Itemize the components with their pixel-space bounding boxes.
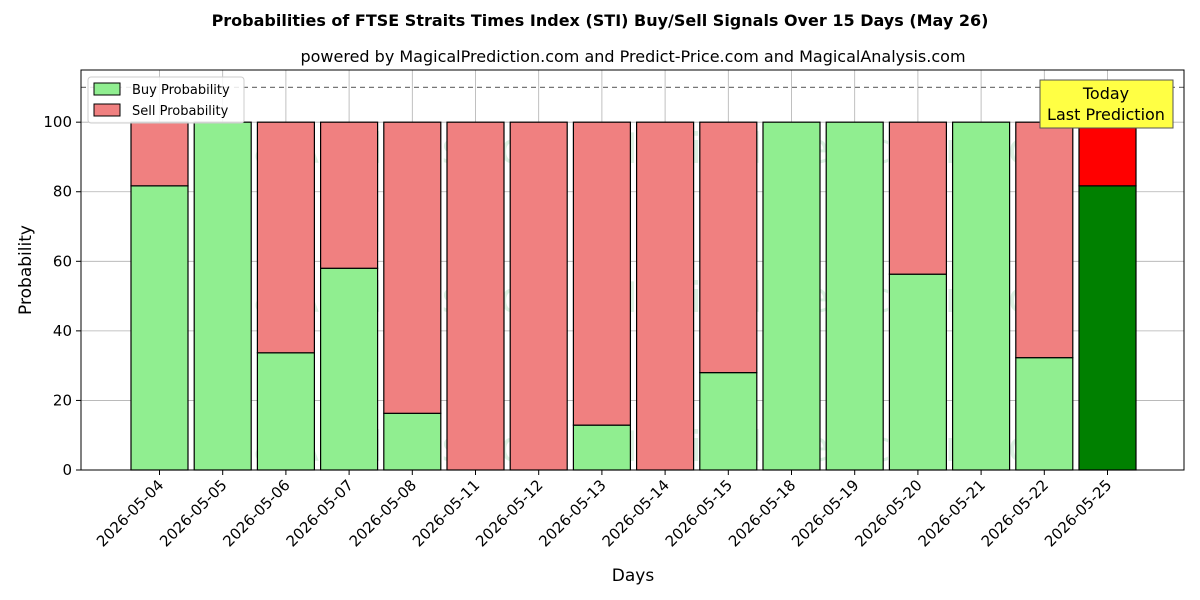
bar-sell <box>320 121 379 269</box>
bar-layer <box>130 121 1137 471</box>
bar-sell <box>130 121 189 187</box>
legend: Buy Probability Sell Probability <box>87 76 245 124</box>
chart-title: Probabilities of FTSE Straits Times Inde… <box>212 11 989 30</box>
x-axis-label: Days <box>612 566 655 586</box>
bar-buy <box>130 185 189 471</box>
y-axis: 0 20 40 60 80 100 <box>43 113 81 479</box>
x-tick-label: 2026-05-20 <box>851 476 925 550</box>
bar-buy <box>572 424 632 471</box>
y-tick-label: 40 <box>53 322 72 340</box>
x-tick-label: 2026-05-21 <box>915 476 989 550</box>
bar-buy <box>193 121 252 471</box>
x-tick-label: 2026-05-18 <box>725 476 799 550</box>
bar-buy <box>320 267 379 471</box>
y-tick-label: 100 <box>43 113 72 131</box>
y-axis-label: Probability <box>16 225 36 315</box>
plot-frame <box>80 69 1185 471</box>
bar-buy <box>1015 357 1074 471</box>
today-callout: Today Last Prediction <box>1039 79 1174 129</box>
x-tick-label: 2026-05-06 <box>219 476 293 550</box>
bar-sell <box>256 121 315 354</box>
bar-sell <box>699 121 758 374</box>
bar-sell <box>383 121 442 414</box>
bar-buy <box>1078 185 1137 471</box>
x-axis: 2026-05-042026-05-052026-05-062026-05-07… <box>93 470 1115 550</box>
bar-sell <box>1015 121 1074 359</box>
x-tick-label: 2026-05-11 <box>409 476 483 550</box>
bar-sell <box>1078 121 1137 187</box>
bar-buy <box>951 121 1011 471</box>
x-tick-label: 2026-05-13 <box>535 476 609 550</box>
today-callout-line1: Today <box>1082 84 1129 103</box>
x-tick-label: 2026-05-15 <box>662 476 736 550</box>
x-tick-label: 2026-05-19 <box>788 476 862 550</box>
x-tick-label: 2026-05-25 <box>1041 476 1115 550</box>
bar-sell <box>446 121 505 471</box>
bar-buy <box>383 412 442 471</box>
legend-swatch-buy <box>93 82 121 96</box>
bar-sell <box>635 121 695 471</box>
bar-sell <box>509 121 568 471</box>
bar-buy <box>888 273 948 471</box>
y-tick-label: 0 <box>62 461 72 479</box>
legend-label-sell: Sell Probability <box>132 104 229 119</box>
bar-sell <box>572 121 632 426</box>
x-tick-label: 2026-05-12 <box>472 476 546 550</box>
legend-swatch-sell <box>93 103 121 117</box>
x-tick-label: 2026-05-14 <box>599 476 673 550</box>
y-tick-label: 60 <box>53 252 72 270</box>
bar-buy <box>699 372 758 471</box>
x-tick-label: 2026-05-22 <box>978 476 1052 550</box>
x-tick-label: 2026-05-08 <box>346 476 420 550</box>
bar-buy <box>825 121 884 471</box>
chart-subtitle: powered by MagicalPrediction.com and Pre… <box>300 47 965 66</box>
bar-buy <box>256 352 315 471</box>
today-callout-box <box>1039 79 1174 129</box>
y-tick-label: 20 <box>53 391 72 409</box>
x-tick-label: 2026-05-07 <box>283 476 357 550</box>
bar-buy <box>762 121 821 471</box>
x-tick-label: 2026-05-05 <box>156 476 230 550</box>
y-tick-label: 80 <box>53 183 72 201</box>
today-callout-line2: Last Prediction <box>1047 105 1165 124</box>
x-tick-label: 2026-05-04 <box>93 476 167 550</box>
bar-sell <box>888 121 948 275</box>
legend-label-buy: Buy Probability <box>132 83 230 98</box>
legend-box <box>87 76 245 124</box>
